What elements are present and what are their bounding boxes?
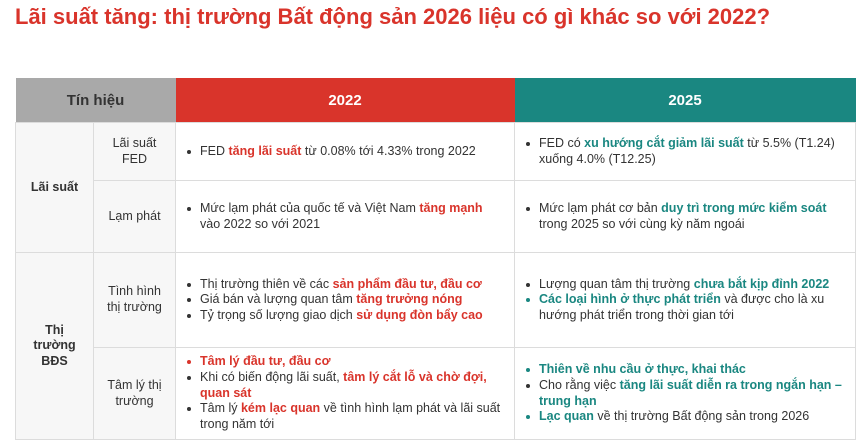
table-row: Lạm phát Mức lạm phát của quốc tế và Việt… [16, 180, 856, 253]
bullet-marker [187, 360, 191, 365]
bullet-marker [187, 206, 191, 211]
bullet-item: Tâm lý đầu tư, đầu cơ [184, 354, 506, 370]
signal-label: Lạm phát [93, 180, 176, 253]
highlight-text: sản phẩm đầu tư, đầu cơ [332, 276, 482, 291]
content-cell: Lượng quan tâm thị trường chưa bắt kịp đ… [514, 252, 856, 348]
highlight-text: duy trì trong mức kiểm soát [661, 200, 827, 215]
text: từ 0.08% tới 4.33% trong 2022 [301, 143, 476, 158]
header-cell: 2025 [514, 78, 856, 123]
bullet-item: Các loại hình ở thực phát triển và được … [523, 292, 847, 323]
bullet-marker [187, 298, 191, 303]
bullet-marker [526, 383, 530, 388]
bullet-marker [187, 376, 191, 381]
content-cell: Mức lạm phát của quốc tế và Việt Nam tăn… [175, 180, 515, 253]
highlight-text: Tâm lý đầu tư, đầu cơ [200, 354, 331, 369]
table-body: Lãi suất Lãi suất FED FED tăng lãi suất từ… [15, 122, 856, 440]
bullet-list: Thị trường thiên về các sản phẩm đầu tư,… [184, 277, 506, 324]
content-cell: Thị trường thiên về các sản phẩm đầu tư,… [175, 252, 515, 348]
highlight-text: tăng lãi suất [228, 143, 302, 158]
table-row: Lãi suất Lãi suất FED FED tăng lãi suất từ… [15, 122, 856, 253]
text: và được cho là xu hướng phát triển trong… [539, 292, 825, 322]
bullet-list: Tâm lý đầu tư, đầu cơ Khi có biến động lã… [184, 354, 506, 432]
highlight-text: tăng trưởng nóng [356, 292, 463, 307]
bullet-item: Thị trường thiên về các sản phẩm đầu tư,… [184, 277, 506, 293]
bullet-item: FED có xu hướng cắt giảm lãi suất từ 5.5… [523, 136, 847, 167]
group-label: Thị trường BĐS [15, 252, 94, 440]
header-cell: Tín hiệu [15, 78, 176, 123]
highlight-text: chưa bắt kịp đỉnh 2022 [693, 276, 830, 291]
content-cell: Thiên về nhu cầu ở thực, khai thác Cho rằ… [514, 347, 856, 440]
text: Mức lạm phát cơ bản [539, 200, 662, 215]
text: Tỷ trọng số lượng giao dịch [200, 307, 357, 322]
bullet-item: Lạc quan về thị trường Bất động sản tron… [523, 409, 847, 425]
highlight-text: xu hướng cắt giảm lãi suất [584, 135, 744, 150]
text: Khi có biến động lãi suất, [200, 370, 344, 385]
bullet-marker [187, 313, 191, 318]
bullet-item: FED tăng lãi suất từ 0.08% tới 4.33% tro… [184, 144, 506, 160]
signal-label: Lãi suất FED [93, 122, 176, 181]
highlight-text: sử dụng đòn bẩy cao [356, 307, 483, 322]
highlight-text: Các loại hình ở thực phát triển [539, 292, 721, 307]
bullet-item: Mức lạm phát của quốc tế và Việt Nam tăn… [184, 201, 506, 232]
bullet-marker [526, 282, 530, 287]
bullet-marker [187, 149, 191, 154]
bullet-item: Thiên về nhu cầu ở thực, khai thác [523, 362, 847, 378]
bullet-list: Mức lạm phát cơ bản duy trì trong mức ki… [523, 201, 847, 232]
header-row: Tín hiệu 2022 2025 [15, 78, 856, 123]
signal-label: Tâm lý thị trường [93, 347, 176, 440]
bullet-marker [526, 368, 530, 373]
highlight-text: tăng mạnh [419, 200, 483, 215]
text: từ 5.5% (T1.24) xuống 4.0% (T12.25) [539, 135, 835, 166]
bullet-item: Tỷ trọng số lượng giao dịch sử dụng đòn … [184, 308, 506, 324]
bullet-marker [526, 298, 530, 303]
bullet-marker [526, 141, 530, 146]
text: Lượng quan tâm thị trường [539, 276, 694, 291]
bullet-item: Lượng quan tâm thị trường chưa bắt kịp đ… [523, 277, 847, 293]
bullet-list: Lượng quan tâm thị trường chưa bắt kịp đ… [523, 277, 847, 324]
text: Cho rằng việc [539, 377, 620, 392]
table-row: Thị trường BĐS Tình hình thị trường Thị tr… [15, 252, 856, 440]
bullet-marker [187, 407, 191, 412]
content-cell: Tâm lý đầu tư, đầu cơ Khi có biến động lã… [175, 347, 515, 440]
signal-label: Tình hình thị trường [93, 252, 176, 348]
page-title: Lãi suất tăng: thị trường Bất động sản 2… [15, 4, 771, 29]
text: vào 2022 so với 2021 [200, 216, 321, 231]
highlight-text: tâm lý cắt lỗ và chờ đợi, quan sát [200, 370, 487, 400]
bullet-item: Giá bán và lượng quan tâm tăng trưởng nó… [184, 292, 506, 308]
bullet-marker [526, 206, 530, 211]
text: Giá bán và lượng quan tâm [200, 292, 357, 307]
bullet-list: FED có xu hướng cắt giảm lãi suất từ 5.5… [523, 136, 847, 167]
header-cell: 2022 [175, 78, 515, 123]
bullet-list: Mức lạm phát của quốc tế và Việt Nam tăn… [184, 201, 506, 232]
content-cell: Mức lạm phát cơ bản duy trì trong mức ki… [514, 180, 856, 253]
bullet-list: Thiên về nhu cầu ở thực, khai thác Cho rằ… [523, 362, 847, 425]
text: FED [200, 143, 229, 158]
text: Thị trường thiên về các [200, 276, 333, 291]
comparison-table: Tín hiệu 2022 2025 Lãi suất Lãi suất FED F… [15, 78, 856, 440]
text: trong 2025 so với cùng kỳ năm ngoái [539, 216, 745, 231]
text: Mức lạm phát của quốc tế và Việt Nam [200, 200, 420, 215]
content-cell: FED có xu hướng cắt giảm lãi suất từ 5.5… [514, 122, 856, 181]
content-cell: FED tăng lãi suất từ 0.08% tới 4.33% tro… [175, 122, 515, 181]
bullet-item: Cho rằng việc tăng lãi suất diễn ra tron… [523, 378, 847, 409]
bullet-marker [526, 415, 530, 420]
group-label: Lãi suất [15, 122, 94, 253]
highlight-text: tăng lãi suất diễn ra trong ngắn hạn – t… [539, 377, 842, 408]
bullet-item: Tâm lý kém lạc quan về tình hình lạm phá… [184, 401, 506, 432]
table-header: Tín hiệu 2022 2025 [15, 78, 856, 123]
bullet-list: FED tăng lãi suất từ 0.08% tới 4.33% tro… [184, 144, 506, 160]
text: FED có [539, 135, 585, 150]
bullet-item: Mức lạm phát cơ bản duy trì trong mức ki… [523, 201, 847, 232]
highlight-text: Lạc quan [539, 409, 594, 424]
highlight-text: kém lạc quan [240, 401, 321, 416]
text: về tình hình lạm phát và lãi suất trong … [200, 401, 501, 431]
bullet-item: Khi có biến động lãi suất, tâm lý cắt lỗ… [184, 370, 506, 401]
table-row: Tâm lý thị trường Tâm lý đầu tư, đầu cơ Kh… [16, 347, 856, 440]
text: Tâm lý [200, 401, 241, 416]
text: về thị trường Bất động sản trong 2026 [593, 409, 810, 424]
highlight-text: Thiên về nhu cầu ở thực, khai thác [539, 362, 746, 377]
bullet-marker [187, 282, 191, 287]
